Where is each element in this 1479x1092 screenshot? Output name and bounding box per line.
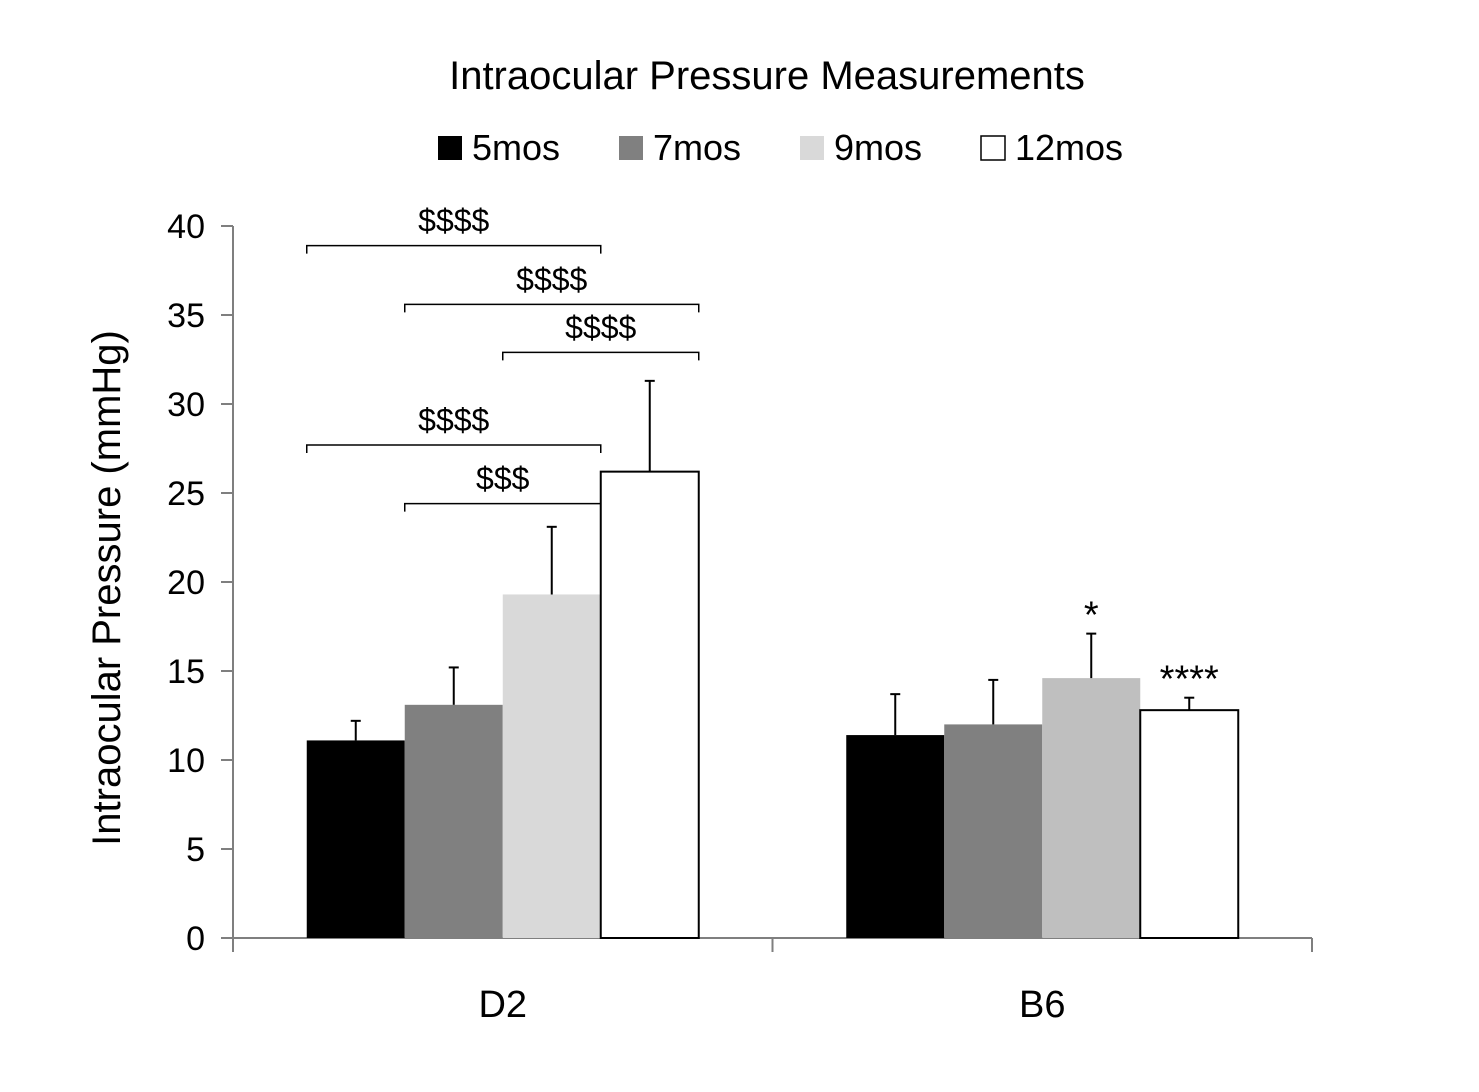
- y-tick-label-20: 20: [167, 564, 205, 602]
- y-tick-label-25: 25: [167, 475, 205, 513]
- significance-bracket-4: [404, 502, 602, 512]
- bar-B6-7mos: [944, 724, 1043, 938]
- y-tick-label-15: 15: [167, 653, 205, 691]
- legend-swatch-12mos: [980, 135, 1006, 161]
- y-tick-label-5: 5: [186, 831, 205, 869]
- bar-D2-5mos: [306, 740, 405, 938]
- legend-label-9mos: 9mos: [834, 127, 922, 168]
- y-tick-label-10: 10: [167, 742, 205, 780]
- significance-label-0: $$$$: [418, 203, 489, 239]
- y-axis-title: Intraocular Pressure (mmHg): [85, 330, 129, 846]
- legend-swatch-7mos: [619, 136, 643, 160]
- bar-B6-9mos: [1042, 678, 1141, 938]
- significance-bracket-1: [404, 303, 700, 313]
- chart-title: Intraocular Pressure Measurements: [449, 54, 1085, 98]
- bar-D2-9mos: [502, 594, 601, 938]
- y-tick-label-0: 0: [186, 920, 205, 958]
- significance-label-1: $$$$: [516, 261, 587, 297]
- y-tick-label-35: 35: [167, 297, 205, 335]
- legend-label-7mos: 7mos: [653, 127, 741, 168]
- significance-bracket-3: [306, 444, 602, 453]
- y-tick-label-40: 40: [167, 208, 205, 246]
- legend-swatch-5mos: [438, 136, 462, 160]
- legend-swatch-9mos: [800, 136, 824, 160]
- significance-label-4: $$$: [476, 461, 530, 497]
- legend-label-5mos: 5mos: [472, 127, 560, 168]
- star-annotation-0: *: [1084, 595, 1099, 637]
- x-category-label-B6: B6: [1019, 984, 1065, 1026]
- significance-label-3: $$$$: [418, 402, 489, 438]
- y-tick-label-30: 30: [167, 386, 205, 424]
- star-annotation-1: ****: [1160, 659, 1219, 701]
- bar-B6-5mos: [846, 735, 945, 938]
- bar-D2-12mos: [599, 470, 700, 939]
- significance-bracket-2: [502, 351, 700, 361]
- significance-bracket-0: [306, 244, 602, 254]
- x-category-label-D2: D2: [478, 984, 527, 1026]
- bar-B6-12mos: [1139, 709, 1240, 939]
- significance-label-2: $$$$: [565, 309, 636, 345]
- bar-D2-7mos: [404, 704, 503, 938]
- legend-label-12mos: 12mos: [1015, 127, 1123, 168]
